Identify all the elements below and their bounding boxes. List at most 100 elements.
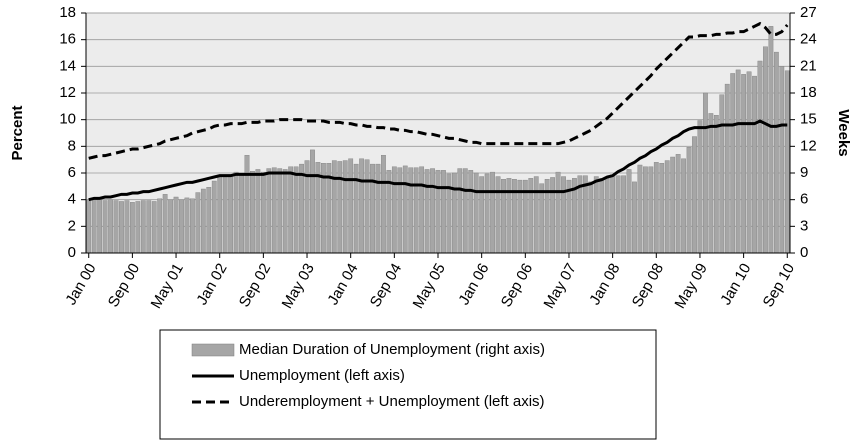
bar (430, 168, 435, 254)
bar (97, 198, 103, 254)
bar (451, 172, 457, 254)
bar (746, 71, 752, 254)
bar (675, 154, 681, 254)
bar (724, 83, 730, 254)
line (88, 119, 788, 202)
bar (277, 168, 283, 254)
bar (206, 187, 212, 254)
y-tick-label: 4 (68, 191, 76, 208)
bar (375, 163, 381, 254)
bar (757, 60, 763, 254)
bar (228, 174, 234, 254)
bar (184, 197, 190, 254)
bar (402, 165, 408, 254)
bar (664, 160, 670, 254)
bar (593, 176, 599, 254)
bar (157, 198, 163, 254)
bar (703, 92, 708, 254)
bar (391, 166, 397, 254)
bar (632, 181, 637, 254)
bar (348, 158, 354, 254)
bar (490, 171, 495, 254)
bar (266, 168, 272, 254)
bar (495, 176, 501, 254)
bar (763, 46, 768, 254)
bar (359, 158, 364, 254)
bar (653, 162, 659, 254)
bar (550, 177, 555, 254)
bar (528, 178, 534, 254)
bar (697, 120, 703, 254)
bar (506, 178, 512, 254)
y-tick-label: 10 (59, 111, 76, 128)
bar (217, 176, 223, 254)
bar (146, 200, 152, 254)
bar (615, 175, 621, 254)
bar (555, 171, 561, 254)
bar (124, 200, 130, 254)
bar (179, 199, 184, 254)
bar (168, 199, 173, 254)
y2-tick-label: 21 (800, 57, 817, 74)
y-tick-label: 12 (59, 84, 76, 101)
bar (626, 169, 632, 254)
bar (381, 155, 386, 254)
bar (108, 199, 113, 254)
y2-axis-title: Weeks (835, 109, 852, 156)
bar (331, 160, 337, 254)
bar (713, 115, 719, 254)
bar (621, 175, 626, 254)
bar (86, 199, 92, 254)
bar (424, 169, 430, 254)
bar (364, 159, 370, 254)
bar (441, 170, 446, 254)
line (88, 21, 789, 160)
legend-label: Underemployment + Unemployment (left axi… (239, 393, 545, 410)
bar (299, 163, 304, 254)
bar (670, 156, 676, 254)
bar (648, 166, 654, 254)
y2-tick-label: 9 (800, 164, 808, 181)
bar (419, 166, 425, 254)
bar (353, 163, 359, 254)
bar (708, 113, 714, 254)
y-tick-label: 16 (59, 31, 76, 48)
bar (610, 174, 616, 254)
bar (337, 161, 343, 254)
y2-tick-label: 27 (800, 4, 817, 21)
y-axis-title: Percent (9, 105, 26, 160)
bar (408, 167, 414, 254)
bar (222, 174, 228, 254)
bar (686, 147, 692, 254)
y2-tick-label: 0 (800, 244, 808, 261)
bar (250, 171, 255, 254)
y2-tick-label: 15 (800, 111, 817, 128)
bar (135, 201, 141, 254)
bar (397, 167, 403, 254)
bar (588, 181, 594, 254)
y-tick-label: 0 (68, 244, 76, 261)
bar (604, 178, 610, 254)
bar (730, 73, 736, 254)
y-tick-label: 18 (59, 4, 76, 21)
bar (659, 163, 665, 254)
bar (140, 200, 146, 254)
bar (102, 200, 108, 254)
bar (446, 173, 452, 254)
bar (293, 166, 299, 254)
bar (681, 158, 686, 254)
bar (484, 173, 490, 254)
bar (468, 170, 474, 254)
bar (741, 74, 746, 254)
bar (260, 171, 266, 254)
legend-label: Unemployment (left axis) (239, 367, 405, 384)
bar (173, 196, 179, 254)
bar (462, 168, 468, 254)
bar (239, 174, 244, 254)
bar (561, 176, 566, 254)
bar (692, 136, 697, 254)
bar (91, 198, 97, 254)
y2-tick-label: 18 (800, 84, 817, 101)
y-tick-label: 2 (68, 217, 76, 234)
bar (195, 192, 201, 254)
